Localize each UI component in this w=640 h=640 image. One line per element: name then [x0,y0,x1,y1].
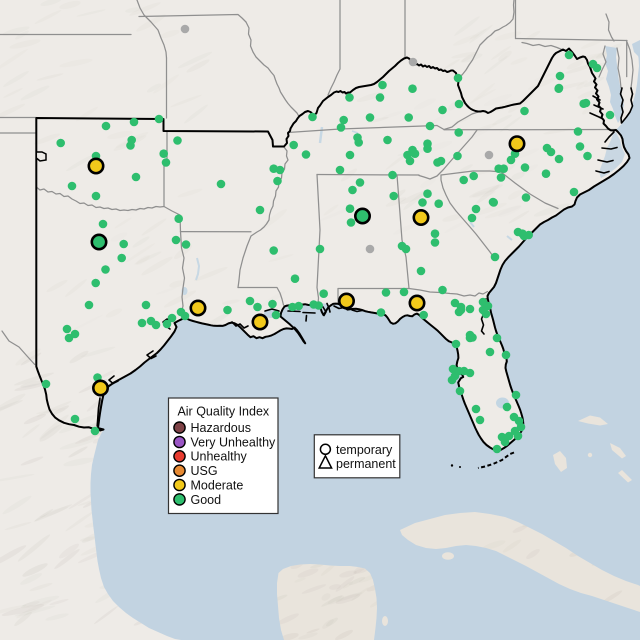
svg-text:Unhealthy: Unhealthy [191,450,248,464]
svg-text:USG: USG [191,464,218,478]
svg-text:Moderate: Moderate [191,478,244,492]
svg-text:Good: Good [191,493,222,507]
svg-text:permanent: permanent [336,457,396,471]
svg-text:Hazardous: Hazardous [191,421,251,435]
svg-text:temporary: temporary [336,443,393,457]
svg-text:Air Quality Index: Air Quality Index [177,405,269,419]
svg-text:Very Unhealthy: Very Unhealthy [191,435,277,449]
